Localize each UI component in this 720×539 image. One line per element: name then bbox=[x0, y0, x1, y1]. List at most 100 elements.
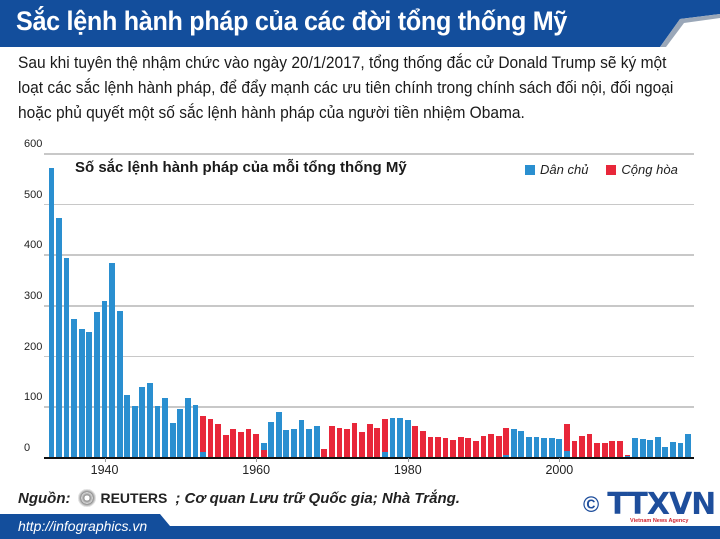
bar-republican-2002 bbox=[571, 440, 578, 457]
bar-republican-1982 bbox=[419, 430, 426, 457]
x-tick-mark bbox=[407, 458, 409, 462]
bar-democrat-1934 bbox=[56, 217, 62, 457]
footer-url-link[interactable]: http://infographics.vn bbox=[18, 518, 148, 534]
bar-democrat-1980 bbox=[404, 419, 411, 457]
bar-republican-1981 bbox=[412, 425, 419, 457]
bar-republican-1955 bbox=[215, 424, 222, 457]
bar-democrat-1945 bbox=[139, 387, 146, 457]
bar-democrat-1941 bbox=[109, 263, 115, 457]
x-tick-label: 1980 bbox=[393, 463, 422, 477]
bar-democrat-2013 bbox=[654, 436, 661, 457]
bar-democrat-1978 bbox=[389, 418, 396, 457]
bar-democrat-1968 bbox=[313, 425, 320, 457]
bar-democrat-1965 bbox=[291, 429, 297, 457]
bar-republican-1976 bbox=[374, 428, 381, 457]
intro-paragraph: Sau khi tuyên thệ nhậm chức vào ngày 20/… bbox=[18, 54, 674, 122]
bar-republican-1990 bbox=[480, 435, 487, 457]
header-band-shape bbox=[0, 0, 720, 47]
footer-band bbox=[0, 514, 720, 539]
bar-republican-1961 bbox=[260, 450, 267, 457]
republican-swatch-icon bbox=[606, 164, 617, 175]
legend-item-republican: Cộng hòa bbox=[606, 162, 678, 177]
page-title: Sắc lệnh hành pháp của các đời tổng thốn… bbox=[16, 6, 568, 36]
bar-democrat-1936 bbox=[71, 318, 78, 457]
bar-republican-1986 bbox=[450, 439, 457, 457]
legend-item-democrat: Dân chủ bbox=[525, 162, 588, 177]
bar-democrat-1952 bbox=[192, 404, 199, 457]
bar-democrat-1946 bbox=[147, 382, 153, 457]
bar-democrat-1997 bbox=[533, 436, 540, 457]
y-tick-label: 100 bbox=[24, 391, 43, 404]
bar-republican-1987 bbox=[457, 436, 464, 457]
bar-democrat-1942 bbox=[116, 311, 123, 457]
header-band: Sắc lệnh hành pháp của các đời tổng thốn… bbox=[0, 0, 720, 47]
bar-democrat-2016 bbox=[677, 442, 684, 457]
x-tick-mark bbox=[559, 458, 561, 462]
bar-democrat-1995 bbox=[518, 430, 525, 457]
bar-republican-2008 bbox=[617, 441, 623, 457]
bar-republican-1973 bbox=[351, 422, 358, 457]
bar-republican-2007 bbox=[609, 440, 616, 457]
bar-republican-1992 bbox=[495, 436, 502, 457]
bar-democrat-1935 bbox=[63, 257, 70, 457]
bar-democrat-1948 bbox=[162, 397, 168, 457]
bar-democrat-2009 bbox=[624, 456, 631, 457]
bar-republican-1971 bbox=[336, 427, 343, 457]
bar-democrat-2015 bbox=[670, 441, 676, 457]
x-axis-baseline bbox=[44, 457, 694, 459]
bar-democrat-1964 bbox=[283, 429, 290, 457]
x-tick-mark bbox=[104, 458, 106, 462]
gridline bbox=[44, 305, 694, 307]
bar-republican-1975 bbox=[366, 423, 373, 457]
gridline bbox=[44, 406, 694, 408]
bar-democrat-1944 bbox=[131, 406, 138, 457]
bar-democrat-1962 bbox=[268, 422, 275, 457]
bar-republican-1958 bbox=[238, 431, 244, 457]
bar-democrat-1961 bbox=[260, 442, 267, 451]
bar-chart: 0 100 200 300 400 500 600 1940 1960 1980 2000 Số … bbox=[0, 135, 720, 485]
bar-democrat-1947 bbox=[154, 406, 161, 457]
bar-democrat-2011 bbox=[639, 439, 646, 457]
bar-republican-2004 bbox=[586, 433, 593, 457]
bar-democrat-1938 bbox=[86, 331, 93, 457]
bar-republican-1972 bbox=[344, 429, 350, 457]
bar-republican-1953 bbox=[200, 415, 206, 452]
bar-democrat-1937 bbox=[78, 328, 85, 457]
bar-republican-2006 bbox=[601, 442, 608, 457]
bar-republican-1985 bbox=[442, 437, 449, 457]
footer-band-shape bbox=[0, 514, 720, 539]
democrat-swatch-icon bbox=[525, 164, 535, 175]
y-tick-label: 600 bbox=[24, 138, 43, 150]
legend-label-democrat: Dân chủ bbox=[540, 162, 589, 177]
gridline bbox=[44, 203, 694, 206]
bar-democrat-2010 bbox=[632, 437, 638, 457]
ttxvn-logo: © TTXVN bbox=[583, 487, 716, 522]
bar-democrat-1951 bbox=[184, 397, 191, 457]
bar-democrat-1977 bbox=[382, 451, 388, 457]
bar-democrat-1940 bbox=[101, 300, 108, 457]
bar-democrat-1994 bbox=[510, 429, 517, 457]
source-label: Nguồn: bbox=[18, 489, 71, 507]
bar-republican-1984 bbox=[435, 436, 441, 457]
bar-democrat-1993 bbox=[503, 455, 510, 457]
bar-republican-1993 bbox=[503, 428, 510, 456]
ttxvn-wordmark: TTXVN bbox=[607, 487, 716, 522]
bar-democrat-2001 bbox=[563, 450, 570, 457]
bar-republican-1969 bbox=[321, 448, 328, 457]
y-tick-label: 0 bbox=[24, 442, 31, 454]
bar-democrat-1950 bbox=[177, 409, 184, 457]
bar-democrat-1943 bbox=[124, 395, 131, 457]
bar-republican-1960 bbox=[253, 433, 259, 457]
bar-democrat-2017 bbox=[685, 434, 692, 457]
reuters-logo-icon bbox=[78, 489, 97, 507]
bar-democrat-1999 bbox=[548, 437, 555, 457]
source-rest: ; Cơ quan Lưu trữ Quốc gia; Nhà Trắng. bbox=[175, 489, 460, 507]
bar-democrat-1967 bbox=[306, 429, 313, 457]
y-tick-label: 300 bbox=[24, 290, 43, 302]
bar-republican-1983 bbox=[427, 436, 434, 457]
bar-democrat-1953 bbox=[200, 451, 206, 457]
bar-republican-1970 bbox=[328, 425, 335, 457]
legend-label-republican: Cộng hòa bbox=[621, 162, 678, 177]
x-tick-label: 2000 bbox=[545, 463, 574, 477]
bar-republican-1959 bbox=[245, 428, 252, 457]
